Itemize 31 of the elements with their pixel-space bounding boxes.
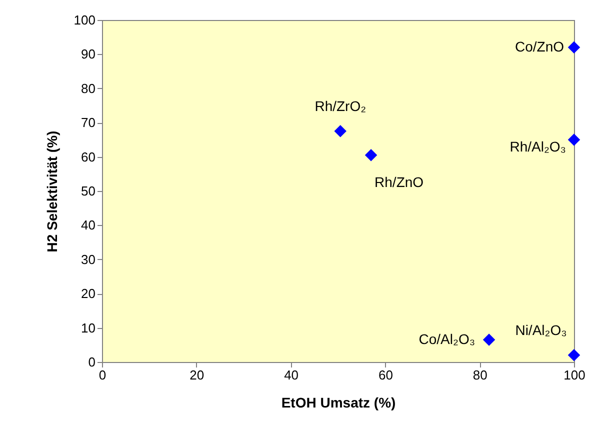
- y-tick-label: 40: [81, 218, 96, 233]
- y-tick-label: 50: [81, 184, 96, 198]
- y-tick-label: 80: [81, 80, 96, 96]
- y-tick-label: 100: [74, 12, 96, 28]
- point: [568, 41, 580, 54]
- annotation: Co/ZnO: [514, 38, 564, 54]
- annotation: Ni/Al₂O₃: [515, 322, 567, 338]
- x-tick-label: 20: [190, 368, 204, 382]
- y-tick-label: 10: [81, 320, 96, 336]
- point: [568, 349, 580, 362]
- point: [482, 334, 496, 346]
- y-axis-title: H2 Selektivität (%): [44, 130, 60, 252]
- x-tick-label: 80: [472, 368, 488, 382]
- y-tick-label: 30: [81, 252, 96, 267]
- x-tick-label: 0: [98, 368, 106, 382]
- y-tick-label: 60: [81, 149, 96, 164]
- x-tick-label: 40: [284, 368, 299, 382]
- y-tick-label: 70: [81, 115, 96, 130]
- y-tick-label: 0: [88, 354, 96, 370]
- x-axis-title: EtOH Umsatz (%): [281, 394, 396, 410]
- annotation: Rh/Al₂O₃: [510, 138, 566, 155]
- annotation: Co/Al₂O₃: [418, 330, 476, 347]
- point: [364, 148, 378, 162]
- y-tick-label: 90: [81, 46, 96, 62]
- annotation: Rh/ZrO₂: [314, 98, 366, 114]
- point: [568, 134, 580, 146]
- point: [334, 125, 346, 138]
- annotation: Rh/ZnO: [374, 174, 424, 190]
- x-tick-label: 60: [378, 368, 393, 382]
- x-tick-label: 100: [564, 368, 586, 382]
- y-tick-label: 20: [81, 286, 96, 302]
